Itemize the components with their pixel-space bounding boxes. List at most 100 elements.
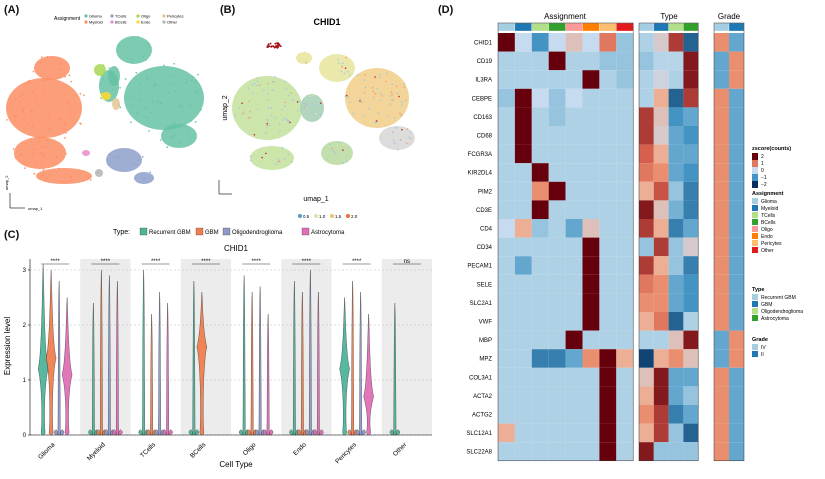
heatmap-cell: [514, 442, 532, 461]
violin-bcells-1: [196, 291, 208, 436]
expression-point: [389, 95, 392, 97]
expression-point: [379, 71, 382, 73]
expression-point: [277, 160, 280, 163]
heatmap-cell: [498, 442, 515, 461]
heatmap-legend-label: II: [761, 352, 764, 358]
heatmap-row-label: CD68: [477, 134, 493, 140]
heatmap-cell: [514, 312, 532, 331]
cluster-point: [139, 92, 142, 95]
heatmap-cell: [531, 367, 549, 387]
expression-point: [345, 56, 347, 59]
heatmap-cell: [653, 200, 669, 219]
legend-swatch-tcells: [110, 14, 114, 18]
heatmap-legend-swatch: [752, 212, 758, 218]
heatmap-cell: [531, 33, 549, 52]
cluster-point: [32, 152, 35, 155]
violin-legend-swatch: [195, 227, 204, 236]
heatmap-cell: [582, 367, 600, 387]
cluster-point: [139, 83, 142, 86]
legend-label-myeloid: Myeloid: [89, 20, 103, 25]
expression-point: [408, 136, 410, 138]
umap-b-y-label: umap_2: [222, 95, 229, 120]
cluster-point: [23, 167, 26, 170]
violin-oligo-3: [262, 313, 274, 436]
heatmap-cell: [668, 442, 684, 461]
violin-legend-swatch: [301, 227, 310, 236]
heatmap-cell: [582, 237, 600, 257]
heatmap-cell: [639, 312, 654, 331]
heatmap-legend-label: Myeloid: [761, 206, 778, 212]
cluster-point: [64, 122, 67, 125]
heatmap-cell: [565, 349, 583, 368]
heatmap-cell: [565, 386, 583, 405]
expression-point: [266, 118, 269, 120]
cluster-point: [41, 155, 44, 158]
heatmap-row-label: CD34: [477, 245, 493, 251]
heatmap-cell: [714, 33, 729, 52]
cluster-point: [46, 55, 49, 58]
cluster-point: [19, 101, 21, 104]
cluster-point: [167, 92, 170, 94]
heatmap-scale-swatch: [752, 167, 758, 174]
expression-point: [376, 108, 378, 111]
heatmap-legend-swatch: [752, 219, 758, 225]
type-annotation: [668, 22, 684, 32]
heatmap-legend-swatch: [752, 198, 758, 204]
expression-point: [374, 93, 377, 95]
heatmap-cell: [599, 274, 617, 294]
heatmap-cell: [599, 88, 617, 108]
heatmap-cell: [616, 200, 634, 219]
cluster-point: [140, 98, 142, 101]
cluster-point: [32, 70, 35, 73]
heatmap-cell: [565, 144, 583, 164]
heatmap-cell: [531, 70, 549, 89]
expression-point: [359, 98, 361, 101]
heatmap-row-label: COL3A1: [469, 375, 493, 381]
heatmap-cell: [565, 274, 583, 294]
cluster-myeloid-1: [34, 56, 70, 80]
cluster-point: [145, 106, 147, 109]
expression-point: [332, 150, 335, 153]
expression-point: [234, 114, 237, 117]
expression-point: [257, 158, 260, 160]
heatmap-legend-swatch: [752, 226, 758, 232]
type-annotation: [653, 22, 669, 32]
violin-x-tick: Glioma: [37, 441, 57, 461]
expression-point: [371, 86, 374, 89]
cluster-point: [60, 180, 63, 183]
heatmap-cell: [616, 237, 634, 257]
violin-tcells-2: [154, 291, 165, 436]
expression-point: [290, 92, 292, 94]
heatmap-legend-swatch: [752, 315, 758, 321]
heatmap-cell: [683, 367, 699, 387]
assignment-annotation: [616, 22, 634, 32]
heatmap-cell: [498, 405, 515, 424]
cluster-point: [63, 137, 66, 139]
heatmap-cell: [668, 349, 684, 368]
expression-point-high: [272, 45, 275, 48]
cluster-point: [173, 62, 176, 65]
heatmap-row-label: CD3E: [476, 208, 492, 214]
expression-point: [399, 139, 402, 141]
heatmap-cell: [565, 219, 583, 238]
heatmap-cell: [683, 423, 699, 443]
heatmap-cell: [729, 163, 744, 182]
heatmap-cell: [565, 107, 583, 126]
heatmap-cell: [514, 88, 532, 108]
heatmap-cell: [714, 126, 729, 145]
expression-point: [279, 130, 281, 133]
cluster-point: [59, 67, 61, 70]
heatmap-cell: [582, 349, 600, 368]
cluster-point: [100, 93, 102, 96]
cluster-point: [172, 74, 175, 77]
expression-point: [398, 95, 400, 98]
expression-point: [266, 98, 269, 101]
heatmap-cell: [639, 88, 654, 108]
heatmap-cell: [599, 33, 617, 52]
cluster-point: [31, 125, 34, 128]
expression-point: [268, 124, 271, 127]
heatmap-cell: [639, 181, 654, 201]
legend-swatch-myeloid: [84, 20, 88, 24]
heatmap-cell: [514, 70, 532, 89]
heatmap-cell: [548, 367, 566, 387]
